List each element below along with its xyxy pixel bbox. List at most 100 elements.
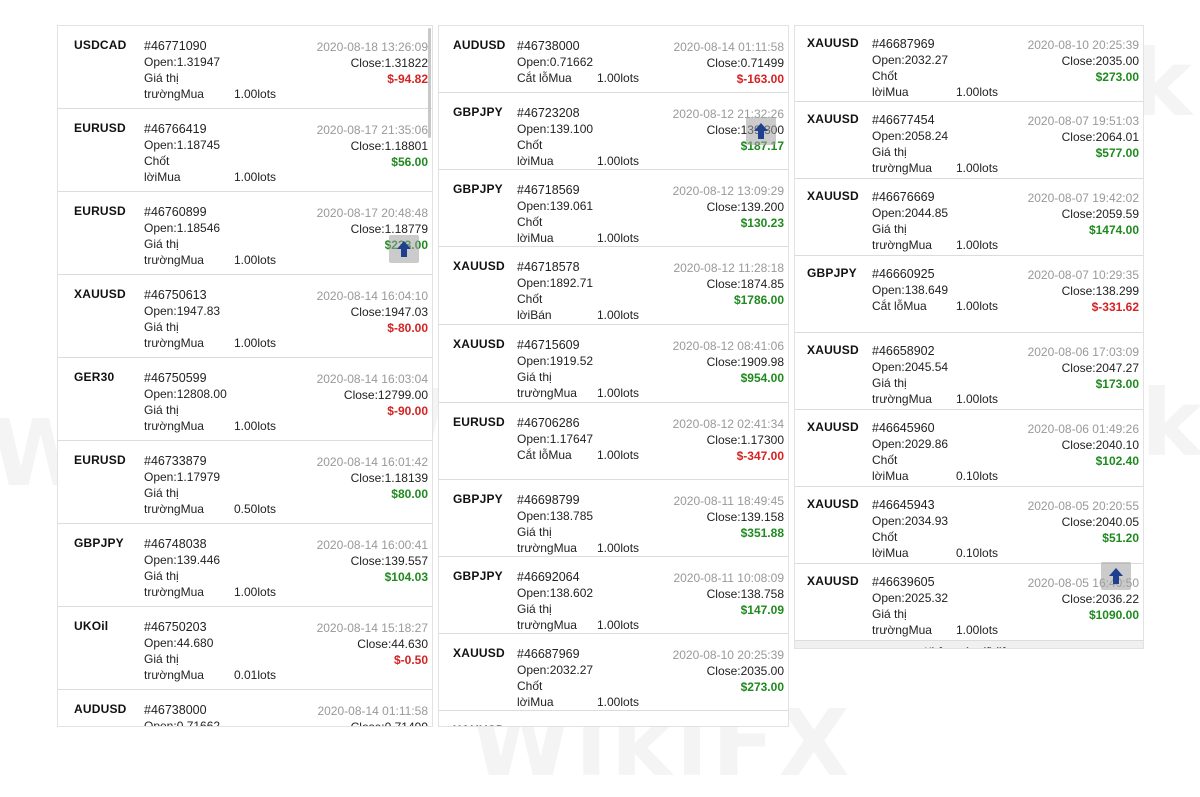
trade-result: 2020-08-12 13:09:29 Close:139.200 $130.23 [634,183,784,231]
order-type-line2: trườngMua 1.00lots [872,391,998,407]
scroll-to-top-button[interactable] [389,235,419,263]
order-type: Chốt [517,138,543,152]
trade-result: 2020-08-06 01:49:26 Close:2040.10 $102.40 [989,421,1139,469]
trade-card[interactable]: GER30 #46750599 Open:12808.00 Giá thị trường… [58,358,432,441]
close-price: Close:1.18139 [350,471,428,485]
order-type-line2: lờiMua 1.00lots [517,153,639,169]
trade-list-column-1[interactable]: USDCAD #46771090 Open:1.31947 Giá thị trường… [57,25,433,727]
scroll-to-top-button[interactable] [746,117,776,145]
close-price: Close:2035.00 [1061,54,1139,68]
trade-details: #46760899 Open:1.18546 Giá thị trườngMua 1.0… [144,204,276,268]
scroll-to-top-button[interactable] [1101,562,1131,590]
open-price: Open:1947.83 [144,304,221,318]
order-type: Chốt [144,154,170,168]
trade-card[interactable]: XAUUSD #46677454 Open:2058.24 Giá thị trường… [795,102,1143,179]
trade-card[interactable]: GBPJPY #46660925 Open:138.649 Cắt lỗMua 1.00… [795,256,1143,333]
close-price: Close:1.18779 [350,222,428,236]
trade-card[interactable]: UKOil #46750203 Open:44.680 Giá thị trườngMu… [58,607,432,690]
close-price: Close:1909.98 [706,355,784,369]
trade-list-column-3[interactable]: XAUUSD #46687969 Open:2032.27 Chốt lờiMua 1.0… [794,25,1144,649]
trade-card[interactable]: XAUUSD #46718578 Open:1892.71 Chốt lờiBán 1.0… [439,247,788,325]
trade-details: #46698799 Open:138.785 Giá thị trườngMua 1.0… [517,492,639,556]
lot-size: 1.00lots [597,541,640,555]
trade-details: #46687969 Open:2032.27 Chốt lờiMua 1.00lots [517,646,639,710]
trade-card[interactable]: EURUSD #46706286 Open:1.17647 Cắt lỗMua 1.00… [439,403,788,480]
trade-result: 2020-08-07 10:29:35 Close:138.299 $-331.62 [989,267,1139,315]
trade-details: #46687969 Open:2032.27 Chốt lờiMua 1.00lots [872,36,998,100]
trade-card[interactable]: XAUUSD #46639605 Open:2025.32 Giá thị trường… [795,564,1143,641]
trade-card[interactable]: XAUUSD #46658902 Open:2045.54 Giá thị trường… [795,333,1143,410]
open-price: Open:1.31947 [144,55,221,69]
profit-loss: $147.09 [740,603,784,617]
close-time: 2020-08-07 19:51:03 [634,724,784,726]
order-type: Chốt [517,292,543,306]
scrollbar-thumb[interactable] [428,28,431,138]
lot-size: 1.00lots [234,87,277,101]
order-type-line1: Chốt [517,291,593,307]
close-price: Close:2064.01 [1061,130,1139,144]
trade-card[interactable]: XAUUSD #46677454 2020-08-07 19:51:03 [439,711,788,726]
order-type-line1: Chốt [872,68,948,84]
trade-card[interactable]: AUDUSD #46738000 Open:0.71662 Cắt lỗMua 1.00… [439,26,788,93]
trade-card[interactable]: USDCAD #46771090 Open:1.31947 Giá thị trường… [58,26,432,109]
open-price: Open:139.446 [144,553,221,567]
order-type-line1: Giá thị [144,319,220,335]
trade-card[interactable]: XAUUSD #46676669 Open:2044.85 Giá thị trường… [795,179,1143,256]
order-type-cont: trườngMua [872,392,932,406]
trade-card[interactable]: XAUUSD #46715609 Open:1919.52 Giá thị trường… [439,325,788,403]
trade-symbol: XAUUSD [807,343,859,357]
order-type: Giá thị [144,320,179,334]
lot-size: 0.10lots [956,546,999,560]
trade-result: 2020-08-14 15:18:27 Close:44.630 $-0.50 [278,620,428,668]
trade-details: #46723208 Open:139.100 Chốt lờiMua 1.00lots [517,105,639,169]
close-time: 2020-08-14 15:18:27 [316,621,428,635]
trade-card[interactable]: EURUSD #46760899 Open:1.18546 Giá thị trường… [58,192,432,275]
trade-details: #46738000 Open:0.71662 [144,702,220,726]
trade-card[interactable]: GBPJPY #46698799 Open:138.785 Giá thị trường… [439,480,788,557]
profit-loss: $273.00 [740,680,784,694]
open-price: Open:1.17647 [517,432,594,446]
close-time: 2020-08-12 02:41:34 [672,417,784,431]
trade-card[interactable]: XAUUSD #46687969 Open:2032.27 Chốt lờiMua 1.0… [795,26,1143,102]
trade-details: #46645960 Open:2029.86 Chốt lờiMua 0.10lots [872,420,998,484]
trade-card[interactable]: EURUSD #46766419 Open:1.18745 Chốt lờiMua 1.0… [58,109,432,192]
order-type-line2: trườngMua 1.00lots [517,617,639,633]
close-time: 2020-08-14 01:11:58 [317,704,428,718]
open-price: Open:2032.27 [872,53,949,67]
trade-details: #46645943 Open:2034.93 Chốt lờiMua 0.10lots [872,497,998,561]
open-price: Open:1.18546 [144,221,221,235]
trade-symbol: XAUUSD [807,189,859,203]
trade-result: 2020-08-05 20:20:55 Close:2040.05 $51.20 [989,498,1139,546]
trade-card[interactable]: EURUSD #46733879 Open:1.17979 Giá thị trường… [58,441,432,524]
trade-card[interactable]: GBPJPY #46692064 Open:138.602 Giá thị trường… [439,557,788,634]
order-type-cont: lờiMua [872,469,909,483]
trade-card[interactable]: XAUUSD #46750613 Open:1947.83 Giá thị trường… [58,275,432,358]
profit-loss: $1474.00 [1088,223,1139,237]
trade-card[interactable]: GBPJPY #46718569 Open:139.061 Chốt lờiMua 1.0… [439,170,788,247]
trade-card[interactable]: AUDUSD #46738000 Open:0.71662 2020-08-14 01… [58,690,432,726]
profit-loss: $104.03 [384,570,428,584]
order-type-line1: Giá thị [872,606,948,622]
ticket-number: #46715609 [517,338,580,352]
trade-card[interactable]: XAUUSD #46645960 Open:2029.86 Chốt lờiMua 0.1… [795,410,1143,487]
close-time: 2020-08-17 20:48:48 [316,206,428,220]
open-price: Open:1.17979 [144,470,221,484]
trade-card[interactable]: XAUUSD #46687969 Open:2032.27 Chốt lờiMua 1.0… [439,634,788,711]
order-type-cont: trườngMua [872,238,932,252]
lot-size: 1.00lots [597,695,640,709]
profit-loss: $173.00 [1095,377,1139,391]
ticket-number: #46687969 [872,37,935,51]
trade-list-column-2[interactable]: AUDUSD #46738000 Open:0.71662 Cắt lỗMua 1.00… [438,25,789,727]
ticket-number: #46692064 [517,570,580,584]
trade-card[interactable]: XAUUSD #46645943 Open:2034.93 Chốt lờiMua 0.1… [795,487,1143,564]
trade-card[interactable]: GBPJPY #46723208 Open:139.100 Chốt lờiMua 1.0… [439,93,788,170]
open-price: Open:2045.54 [872,360,949,374]
lot-size: 1.00lots [597,618,640,632]
profit-loss: $-90.00 [387,404,428,418]
ticket-number: #46750203 [144,620,207,634]
profit-loss: $80.00 [391,487,428,501]
trade-result: 2020-08-14 01:11:58 Close:0.71499 $-163.00 [634,39,784,87]
ticket-number: #46750599 [144,371,207,385]
order-type-line1: Giá thị [517,369,593,385]
trade-card[interactable]: GBPJPY #46748038 Open:139.446 Giá thị trường… [58,524,432,607]
